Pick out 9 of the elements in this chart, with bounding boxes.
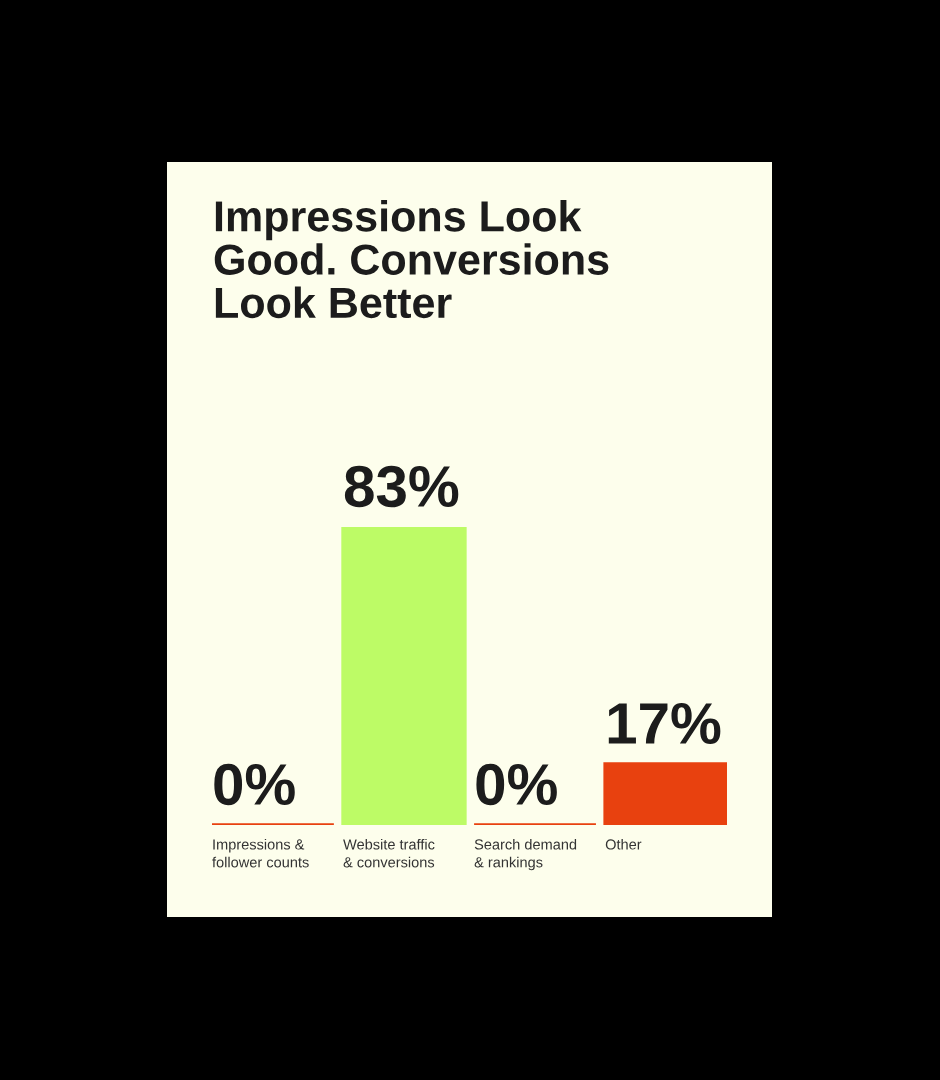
x-tick-label: Website traffic & conversions <box>343 838 435 868</box>
data-label: 83% <box>344 465 459 508</box>
data-label: 0% <box>476 763 557 806</box>
data-label: 17% <box>608 702 721 744</box>
chart-title: Impressions Look Good. Conversions Look Better <box>214 200 609 319</box>
x-tick-label: Search demand & rankings <box>474 838 577 871</box>
data-label: 0% <box>214 763 295 806</box>
x-tick-label: Other <box>605 838 642 850</box>
x-tick-label: Impressions & follower counts <box>212 838 309 868</box>
